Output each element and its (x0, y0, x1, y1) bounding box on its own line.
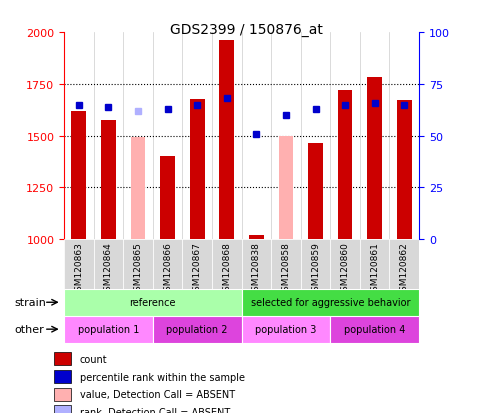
FancyBboxPatch shape (64, 289, 242, 316)
Text: GSM120866: GSM120866 (163, 242, 172, 297)
Text: population 3: population 3 (255, 324, 317, 335)
Bar (54, 388, 71, 401)
Bar (190, 100, 205, 240)
Bar (338, 91, 352, 240)
Bar (131, 137, 145, 240)
Bar (101, 121, 116, 240)
Text: GSM120867: GSM120867 (193, 242, 202, 297)
Bar (397, 101, 412, 240)
FancyBboxPatch shape (389, 240, 419, 289)
Bar (160, 157, 175, 240)
FancyBboxPatch shape (242, 289, 419, 316)
FancyBboxPatch shape (153, 316, 242, 343)
Bar (249, 235, 264, 240)
Text: GSM120864: GSM120864 (104, 242, 113, 297)
FancyBboxPatch shape (64, 316, 153, 343)
FancyBboxPatch shape (330, 240, 360, 289)
Text: reference: reference (130, 297, 176, 308)
Text: GSM120838: GSM120838 (252, 242, 261, 297)
Text: GSM120859: GSM120859 (311, 242, 320, 297)
Text: GSM120858: GSM120858 (282, 242, 290, 297)
FancyBboxPatch shape (301, 240, 330, 289)
Text: strain: strain (15, 297, 47, 307)
Text: rank, Detection Call = ABSENT: rank, Detection Call = ABSENT (80, 407, 230, 413)
FancyBboxPatch shape (330, 316, 419, 343)
Text: GSM120868: GSM120868 (222, 242, 231, 297)
Text: population 1: population 1 (78, 324, 139, 335)
Text: value, Detection Call = ABSENT: value, Detection Call = ABSENT (80, 389, 235, 399)
FancyBboxPatch shape (153, 240, 182, 289)
FancyBboxPatch shape (64, 240, 94, 289)
FancyBboxPatch shape (271, 240, 301, 289)
Text: GDS2399 / 150876_at: GDS2399 / 150876_at (170, 23, 323, 37)
Bar (219, 41, 234, 240)
FancyBboxPatch shape (123, 240, 153, 289)
Bar (54, 370, 71, 383)
FancyBboxPatch shape (212, 240, 242, 289)
Text: selected for aggressive behavior: selected for aggressive behavior (250, 297, 410, 308)
Text: population 4: population 4 (344, 324, 405, 335)
FancyBboxPatch shape (242, 316, 330, 343)
Bar (308, 143, 323, 240)
FancyBboxPatch shape (182, 240, 212, 289)
Text: GSM120865: GSM120865 (134, 242, 142, 297)
FancyBboxPatch shape (242, 240, 271, 289)
Text: other: other (15, 324, 44, 334)
Bar (71, 112, 86, 240)
Bar (279, 136, 293, 240)
Text: percentile rank within the sample: percentile rank within the sample (80, 372, 245, 382)
Text: GSM120860: GSM120860 (341, 242, 350, 297)
FancyBboxPatch shape (360, 240, 389, 289)
Text: count: count (80, 354, 107, 364)
Text: population 2: population 2 (167, 324, 228, 335)
Text: GSM120861: GSM120861 (370, 242, 379, 297)
Bar (367, 77, 382, 240)
Text: GSM120862: GSM120862 (400, 242, 409, 297)
Bar (54, 352, 71, 366)
Bar (54, 405, 71, 413)
Text: GSM120863: GSM120863 (74, 242, 83, 297)
FancyBboxPatch shape (94, 240, 123, 289)
